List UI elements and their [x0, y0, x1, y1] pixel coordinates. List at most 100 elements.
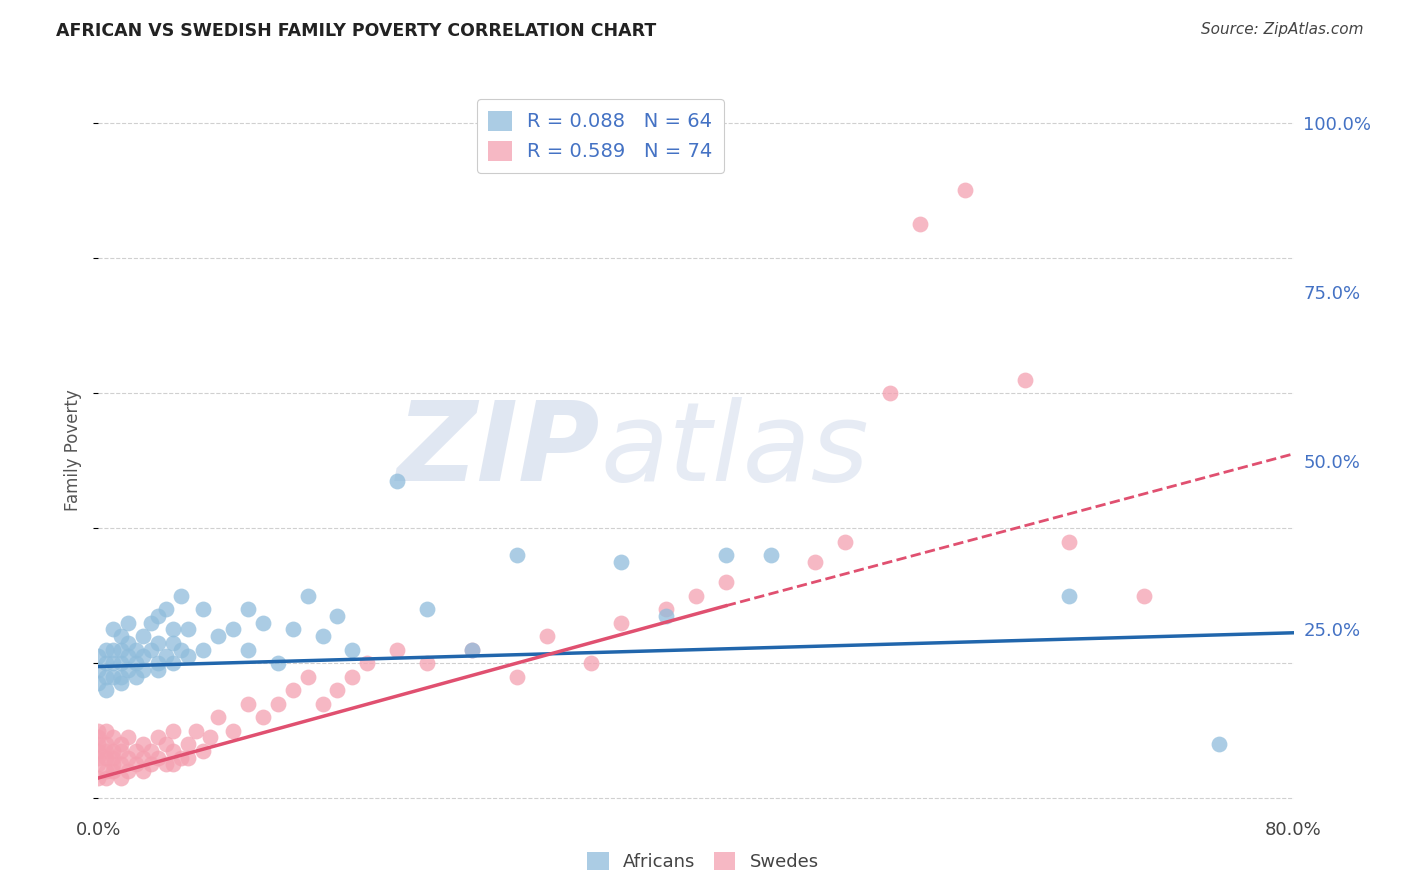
Point: [1059, 589, 1081, 603]
Point: [267, 656, 290, 670]
Point: [125, 642, 148, 657]
Point: [132, 663, 155, 677]
Point: [139, 615, 162, 630]
Point: [139, 642, 162, 657]
Point: [581, 656, 603, 670]
Point: [162, 723, 184, 738]
Point: [132, 750, 155, 764]
Point: [1059, 534, 1081, 549]
Point: [356, 656, 378, 670]
Point: [200, 731, 222, 745]
Point: [139, 757, 162, 772]
Point: [139, 744, 162, 758]
Legend: R = 0.088   N = 64, R = 0.589   N = 74: R = 0.088 N = 64, R = 0.589 N = 74: [477, 99, 724, 173]
Point: [191, 642, 214, 657]
Point: [169, 589, 191, 603]
Point: [87, 744, 110, 758]
Point: [117, 764, 139, 779]
Point: [148, 636, 170, 650]
Point: [162, 656, 184, 670]
Point: [297, 589, 319, 603]
Point: [110, 744, 132, 758]
Point: [110, 676, 132, 690]
Point: [87, 757, 110, 772]
Point: [236, 697, 259, 711]
Y-axis label: Family Poverty: Family Poverty: [65, 390, 83, 511]
Point: [281, 623, 304, 637]
Point: [117, 636, 139, 650]
Point: [342, 642, 364, 657]
Text: atlas: atlas: [600, 397, 869, 504]
Point: [94, 642, 117, 657]
Point: [155, 757, 177, 772]
Point: [132, 629, 155, 643]
Point: [191, 744, 214, 758]
Point: [252, 710, 274, 724]
Point: [191, 602, 214, 616]
Point: [94, 737, 117, 751]
Legend: Africans, Swedes: Africans, Swedes: [579, 845, 827, 879]
Point: [714, 548, 737, 562]
Point: [385, 642, 409, 657]
Point: [94, 764, 117, 779]
Point: [759, 548, 782, 562]
Point: [1208, 737, 1230, 751]
Point: [461, 642, 484, 657]
Point: [506, 548, 529, 562]
Point: [311, 629, 333, 643]
Point: [297, 670, 319, 684]
Point: [177, 750, 200, 764]
Point: [94, 656, 117, 670]
Point: [110, 771, 132, 785]
Point: [385, 474, 409, 488]
Point: [953, 184, 976, 198]
Point: [110, 656, 132, 670]
Point: [125, 670, 148, 684]
Point: [87, 723, 110, 738]
Point: [117, 615, 139, 630]
Point: [87, 663, 110, 677]
Point: [132, 737, 155, 751]
Point: [326, 683, 349, 698]
Point: [1014, 373, 1036, 387]
Point: [655, 602, 678, 616]
Point: [148, 608, 170, 623]
Point: [685, 589, 707, 603]
Point: [461, 642, 484, 657]
Point: [655, 608, 678, 623]
Point: [155, 602, 177, 616]
Point: [834, 534, 856, 549]
Point: [155, 737, 177, 751]
Point: [110, 737, 132, 751]
Point: [162, 757, 184, 772]
Point: [103, 757, 125, 772]
Point: [87, 750, 110, 764]
Point: [110, 757, 132, 772]
Point: [125, 757, 148, 772]
Point: [117, 649, 139, 664]
Point: [162, 636, 184, 650]
Point: [177, 737, 200, 751]
Point: [94, 744, 117, 758]
Point: [267, 697, 290, 711]
Point: [148, 750, 170, 764]
Point: [311, 697, 333, 711]
Point: [148, 731, 170, 745]
Point: [148, 656, 170, 670]
Point: [132, 764, 155, 779]
Point: [416, 602, 439, 616]
Point: [87, 731, 110, 745]
Point: [110, 670, 132, 684]
Point: [117, 750, 139, 764]
Point: [103, 764, 125, 779]
Point: [236, 602, 259, 616]
Point: [94, 771, 117, 785]
Point: [536, 629, 558, 643]
Point: [177, 623, 200, 637]
Point: [117, 731, 139, 745]
Point: [714, 575, 737, 590]
Point: [94, 723, 117, 738]
Point: [169, 750, 191, 764]
Point: [103, 744, 125, 758]
Point: [103, 656, 125, 670]
